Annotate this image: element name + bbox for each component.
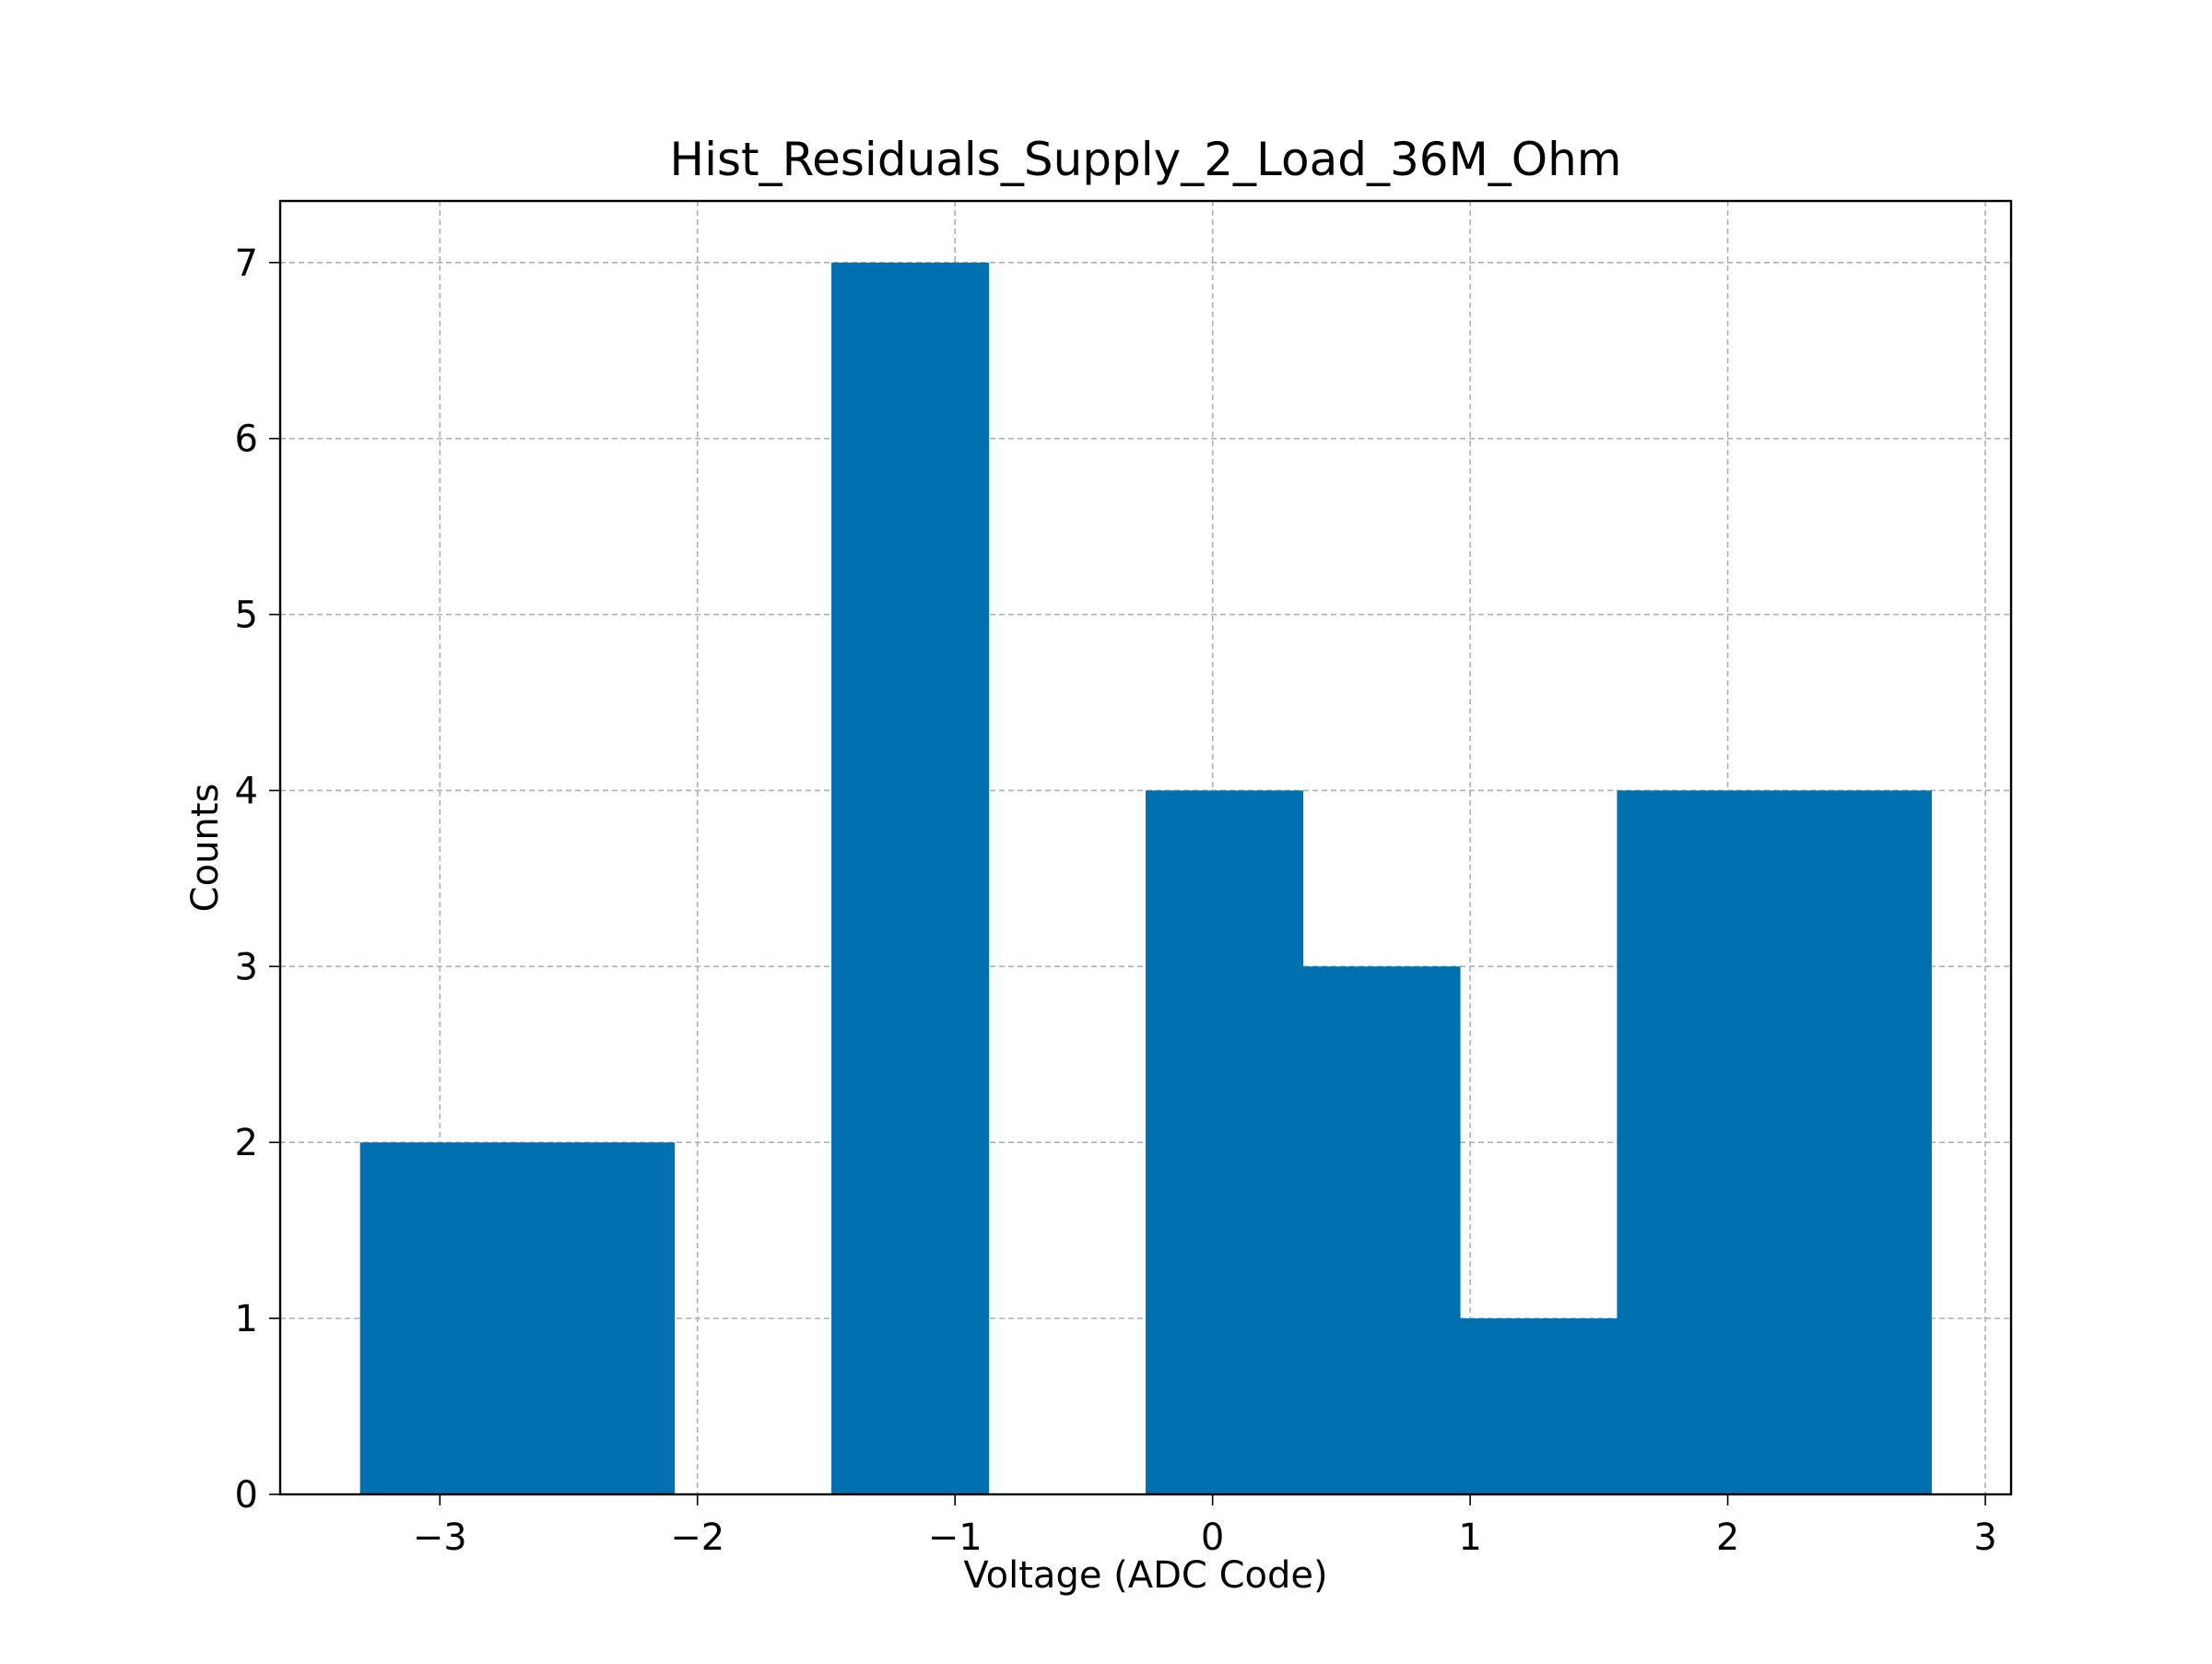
x-axis-label: Voltage (ADC Code) xyxy=(963,1554,1327,1597)
histogram-bar xyxy=(359,1142,518,1494)
y-axis-label: Counts xyxy=(184,784,227,913)
y-tick-label: 2 xyxy=(235,1122,258,1164)
y-tick-label: 6 xyxy=(235,419,258,461)
x-tick-label: −2 xyxy=(670,1516,724,1559)
y-tick-label: 3 xyxy=(235,946,258,988)
x-tick-label: 2 xyxy=(1716,1516,1739,1559)
y-tick-label: 4 xyxy=(235,770,258,812)
ticks-layer: −3 −2 −1 0 1 2 3 0 1 2 3 4 5 6 7 xyxy=(235,242,1997,1559)
y-tick-label: 7 xyxy=(235,242,258,285)
x-tick-label: 0 xyxy=(1201,1516,1224,1559)
histogram-bar xyxy=(831,262,990,1494)
bars-layer xyxy=(359,262,1932,1494)
y-tick-label: 1 xyxy=(235,1298,258,1340)
histogram-bar xyxy=(1302,966,1461,1494)
x-tick-label: 3 xyxy=(1973,1516,1996,1559)
histogram-bar xyxy=(1773,790,1932,1494)
chart-title: Hist_Residuals_Supply_2_Load_36M_Ohm xyxy=(669,133,1621,186)
y-tick-label: 0 xyxy=(235,1474,258,1516)
histogram-bar xyxy=(1459,1318,1618,1494)
y-tick-label: 5 xyxy=(235,595,258,637)
x-tick-label: −1 xyxy=(928,1516,982,1559)
x-tick-label: 1 xyxy=(1458,1516,1481,1559)
histogram-bar xyxy=(1146,790,1304,1494)
histogram-bar xyxy=(1617,790,1775,1494)
x-tick-label: −3 xyxy=(413,1516,467,1559)
histogram-bar xyxy=(517,1142,676,1494)
axes-frame xyxy=(278,199,2013,1496)
